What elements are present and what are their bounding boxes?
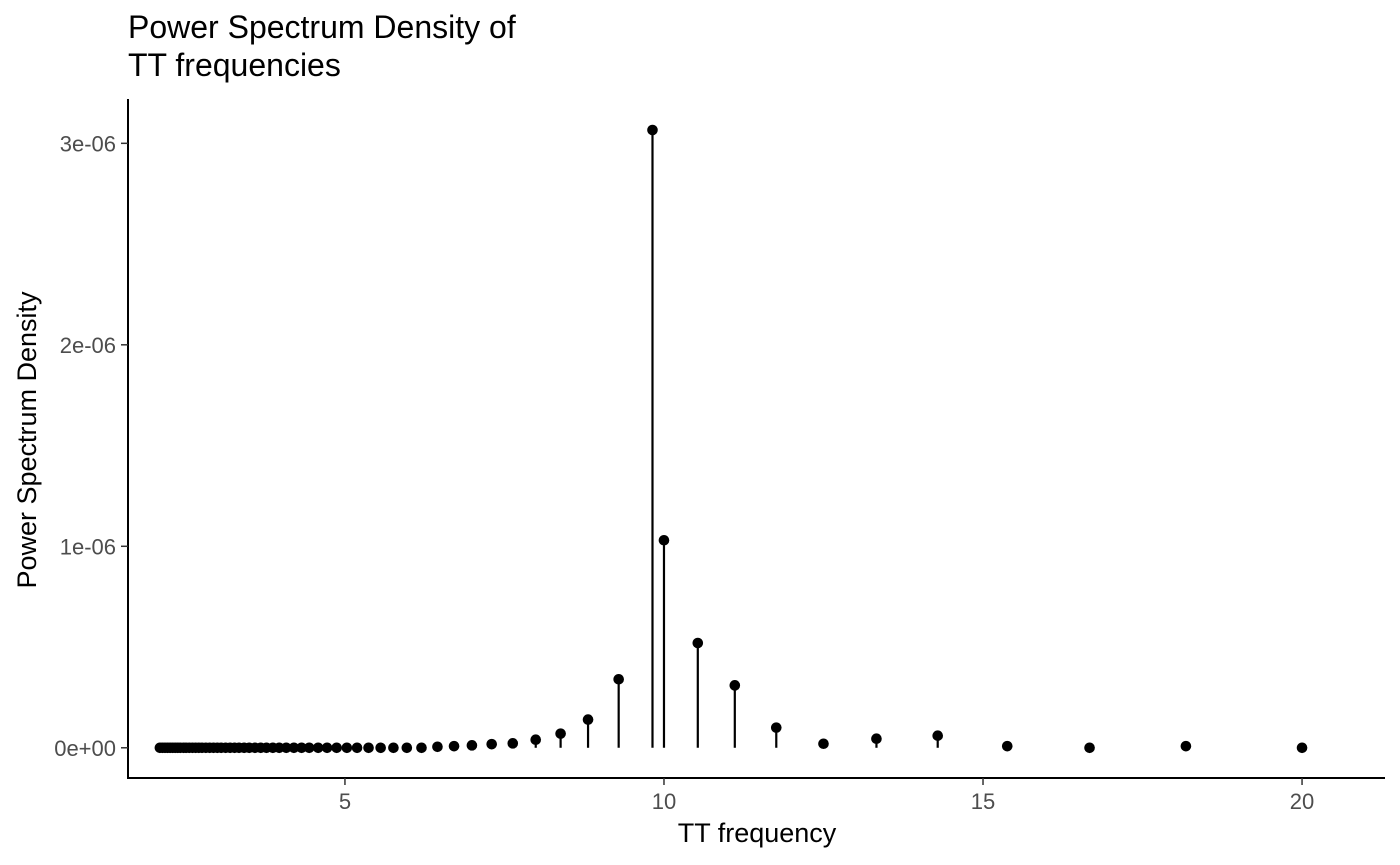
data-point [871,733,882,745]
data-point [321,742,333,754]
data-point [280,742,292,754]
x-axis-ticks: 5 10 15 20 [339,778,1314,814]
x-tick-label: 20 [1290,789,1314,814]
data-point [288,742,300,754]
data-point [1084,742,1095,754]
data-point [692,637,704,649]
x-tick-label: 10 [652,789,676,814]
x-axis-title: TT frequency [678,818,837,848]
data-point [351,742,363,754]
chart-title-line-2: TT frequencies [128,47,341,83]
data-point [296,742,307,754]
data-point [401,742,413,754]
y-tick-label: 2e-06 [60,333,116,358]
data-point [530,734,542,746]
data-point [1180,740,1192,752]
data-point [363,742,374,754]
y-tick-label: 1e-06 [60,534,116,559]
plot-area [154,124,1308,754]
y-axis-title: Power Spectrum Density [12,291,42,589]
data-point [312,742,324,754]
data-point [932,730,944,741]
data-point [1001,740,1013,752]
y-tick-label: 3e-06 [60,131,116,156]
data-point [375,742,386,754]
data-point [613,673,624,685]
data-point [582,714,594,725]
data-point [341,742,353,754]
data-point [729,680,741,691]
data-point [466,740,478,751]
data-point [416,742,427,754]
y-tick-label: 0e+00 [54,736,116,761]
data-point [555,728,566,739]
y-axis-ticks: 0e+00 1e-06 2e-06 3e-06 [54,131,128,761]
data-point [658,534,670,546]
data-point [388,742,399,754]
data-point [432,741,443,753]
data-point [486,738,498,750]
data-point [647,124,658,136]
data-point [770,722,782,733]
data-point [448,740,460,752]
data-point [507,738,519,749]
data-point [818,738,829,750]
x-tick-label: 15 [971,789,995,814]
data-point [1296,742,1308,754]
data-point [303,742,315,754]
data-point [331,742,342,754]
x-tick-label: 5 [339,789,351,814]
chart-title-line-1: Power Spectrum Density of [128,9,516,45]
